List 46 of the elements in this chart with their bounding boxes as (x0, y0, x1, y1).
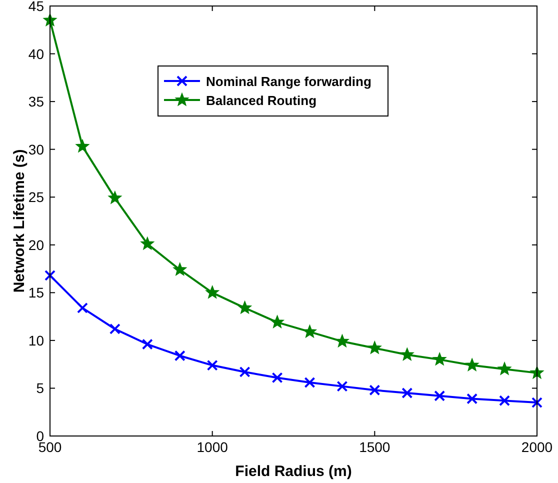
point (434, 390, 446, 402)
point (402, 388, 413, 398)
point (142, 338, 153, 350)
point (76, 140, 89, 152)
y-axis-title: Network Lifetime (s) (11, 149, 28, 293)
point (499, 395, 510, 406)
point (304, 376, 316, 388)
point (108, 191, 122, 204)
y-tick-label: 45 (28, 0, 44, 14)
point (303, 325, 316, 338)
y-tick-label: 10 (28, 332, 44, 348)
point (336, 380, 348, 392)
point (140, 237, 154, 250)
x-tick-label: 2000 (521, 439, 553, 455)
y-tick-label: 35 (28, 94, 44, 110)
y-tick-label: 30 (28, 141, 44, 158)
x-axis-title: Field Radius (m) (235, 463, 352, 480)
point (174, 350, 186, 362)
y-tick-label: 40 (28, 46, 44, 62)
point (433, 352, 446, 366)
point (44, 270, 56, 281)
legend-label: Nominal Range forwarding (206, 74, 372, 89)
point (369, 384, 380, 396)
point (109, 323, 120, 334)
point (498, 362, 512, 375)
x-tick-label: 1500 (359, 439, 390, 455)
y-tick-label: 15 (28, 284, 44, 301)
point (76, 302, 88, 314)
point (400, 348, 414, 360)
point (336, 334, 349, 347)
point (368, 341, 382, 354)
point (270, 315, 284, 328)
point (238, 301, 252, 314)
point (466, 358, 479, 371)
y-tick-label: 20 (28, 236, 44, 253)
point (532, 397, 542, 408)
point (206, 286, 219, 298)
legend-label: Balanced Routing (206, 93, 317, 108)
point (206, 360, 218, 371)
point (272, 372, 283, 384)
y-tick-label: 5 (36, 380, 44, 396)
point (466, 393, 478, 404)
point (173, 262, 186, 276)
point (239, 366, 250, 378)
x-tick-label: 1000 (196, 439, 228, 455)
y-tick-label: 25 (28, 189, 44, 206)
